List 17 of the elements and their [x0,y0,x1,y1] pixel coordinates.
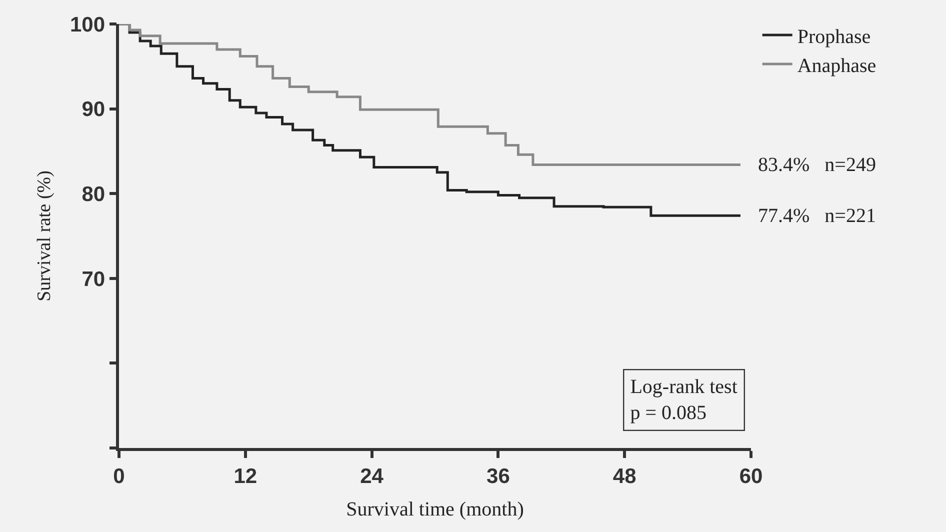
legend-label: Prophase [797,26,871,48]
x-tick-label: 0 [113,464,125,488]
y-axis-title: Survival rate (%) [34,170,55,302]
x-axis-title: Survival time (month) [346,498,524,520]
x-tick-label: 36 [486,464,510,488]
x-tick-label: 24 [360,464,384,488]
y-tick-label: 100 [70,13,106,36]
annotation: Log-rank test p = 0.085 [630,376,738,424]
y-tick-label: 70 [82,268,106,291]
annotation: 83.4% n=249 [758,154,876,176]
x-tick-label: 60 [739,464,763,488]
y-tick-label: 90 [82,98,106,122]
legend-label: Anaphase [797,54,876,77]
y-tick-label: 80 [82,182,106,206]
x-tick-label: 12 [234,464,258,488]
x-tick-label: 48 [612,464,637,488]
annotation: 77.4% n=221 [758,205,876,227]
